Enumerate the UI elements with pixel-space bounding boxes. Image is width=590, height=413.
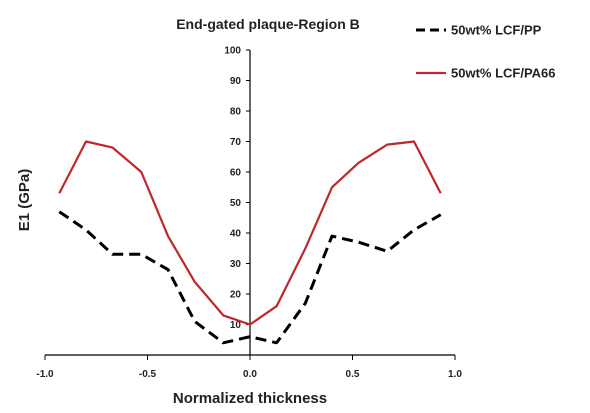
y-tick-label: 20	[230, 290, 242, 301]
y-tick-label: 10	[230, 320, 242, 331]
y-tick-label: 70	[230, 137, 242, 148]
axes: -1.0 -0.5 0.0 0.5 1.0 10 20 30 40 50 60 70 80 90 100	[36, 46, 462, 381]
y-tick-label: 50	[230, 198, 242, 209]
series-line-1	[58, 210, 442, 345]
y-tick-label: 100	[224, 46, 241, 57]
series-line-2	[58, 140, 442, 326]
chart-title: End-gated plaque-Region B	[176, 16, 360, 32]
y-axis-title: E1 (GPa)	[16, 169, 33, 232]
series-layer	[58, 140, 442, 345]
y-tick-label: 80	[230, 107, 242, 118]
y-tick-label: 40	[230, 229, 242, 240]
legend: 50wt% LCF/PP 50wt% LCF/PA66	[416, 23, 556, 81]
x-axis-title: Normalized thickness	[173, 390, 327, 407]
x-tick-label: 1.0	[448, 369, 462, 380]
y-tick-label: 60	[230, 168, 242, 179]
y-tick-label: 30	[230, 259, 242, 270]
x-tick-label: -1.0	[36, 369, 54, 380]
x-tick-label: 0.5	[346, 369, 360, 380]
legend-label-2: 50wt% LCF/PA66	[451, 66, 556, 81]
y-tick-label: 90	[230, 76, 242, 87]
x-tick-label: -0.5	[139, 369, 157, 380]
x-tick-label: 0.0	[243, 369, 257, 380]
legend-label-1: 50wt% LCF/PP	[451, 23, 542, 38]
